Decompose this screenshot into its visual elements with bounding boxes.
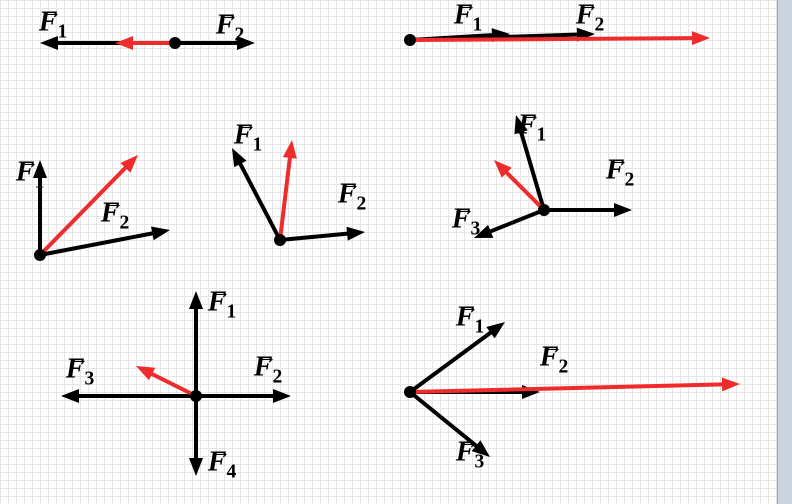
d6-F1-head bbox=[189, 291, 203, 309]
d4-F1 bbox=[239, 162, 280, 240]
d5-F3 bbox=[489, 210, 544, 232]
d4-F2 bbox=[280, 233, 349, 240]
force-label-1: →F1 bbox=[39, 7, 67, 44]
d4-resultant bbox=[280, 156, 290, 240]
d7-origin-dot bbox=[404, 386, 416, 398]
d7-F1 bbox=[410, 331, 492, 392]
vector-overarrow: → bbox=[234, 111, 256, 138]
vector-overarrow: → bbox=[606, 146, 628, 173]
right-scroll-gutter bbox=[777, 0, 792, 504]
force-label-1: →F1 bbox=[208, 287, 236, 324]
d4-origin-dot bbox=[274, 234, 286, 246]
d2-resultant bbox=[410, 38, 694, 40]
vector-overarrow: → bbox=[338, 170, 360, 197]
d2-resultant-head bbox=[692, 31, 710, 45]
d6-F3-head bbox=[61, 389, 79, 403]
d6-resultant bbox=[150, 373, 196, 396]
vector-canvas bbox=[0, 0, 792, 504]
d5-F2-head bbox=[614, 203, 632, 217]
vector-overarrow: → bbox=[456, 428, 478, 455]
vector-overarrow: → bbox=[216, 1, 238, 28]
vector-overarrow: → bbox=[452, 195, 474, 222]
vector-overarrow: → bbox=[39, 0, 61, 25]
d6-origin-dot bbox=[190, 390, 202, 402]
vector-overarrow: → bbox=[518, 101, 540, 128]
force-label-1: →F1 bbox=[518, 110, 546, 147]
force-label-3: →F3 bbox=[452, 204, 480, 241]
force-label-1: →F1 bbox=[234, 120, 262, 157]
force-label-2: →F2 bbox=[576, 0, 604, 36]
force-label-2: →F2 bbox=[216, 10, 244, 47]
force-label-1: →F1 bbox=[456, 302, 484, 339]
vector-overarrow: → bbox=[16, 148, 38, 175]
force-label-3: →F3 bbox=[66, 354, 94, 391]
d1-origin-dot bbox=[169, 37, 181, 49]
force-label-2: →F2 bbox=[606, 155, 634, 192]
force-label-2: →F2 bbox=[101, 198, 129, 235]
d5-origin-dot bbox=[538, 204, 550, 216]
force-label-3: →F3 bbox=[456, 437, 484, 474]
d4-resultant-head bbox=[283, 140, 297, 159]
vector-overarrow: → bbox=[208, 438, 230, 465]
vector-overarrow: → bbox=[101, 189, 123, 216]
vector-overarrow: → bbox=[576, 0, 598, 18]
force-label-2: →F2 bbox=[254, 352, 282, 389]
d3-origin-dot bbox=[34, 249, 46, 261]
d6-F4-head bbox=[189, 458, 203, 476]
d2-origin-dot bbox=[404, 34, 416, 46]
d7-resultant-head bbox=[722, 377, 740, 391]
vector-overarrow: → bbox=[66, 345, 88, 372]
d6-resultant-head bbox=[136, 366, 155, 380]
d4-F2-head bbox=[346, 227, 365, 241]
d6-F2-head bbox=[273, 389, 291, 403]
d7-resultant bbox=[410, 384, 724, 392]
vector-overarrow: → bbox=[456, 293, 478, 320]
vector-overarrow: → bbox=[254, 343, 276, 370]
vector-overarrow: → bbox=[540, 333, 562, 360]
vector-overarrow: → bbox=[454, 0, 476, 18]
d1-resultant-head bbox=[115, 36, 133, 50]
force-label-4: →F4 bbox=[208, 447, 236, 484]
force-label-2: →F2 bbox=[338, 179, 366, 216]
d3-F2-head bbox=[151, 227, 170, 241]
force-label-1: →F1 bbox=[16, 157, 44, 194]
vector-overarrow: → bbox=[208, 278, 230, 305]
force-label-2: →F2 bbox=[540, 342, 568, 379]
force-label-1: →F1 bbox=[454, 0, 482, 36]
